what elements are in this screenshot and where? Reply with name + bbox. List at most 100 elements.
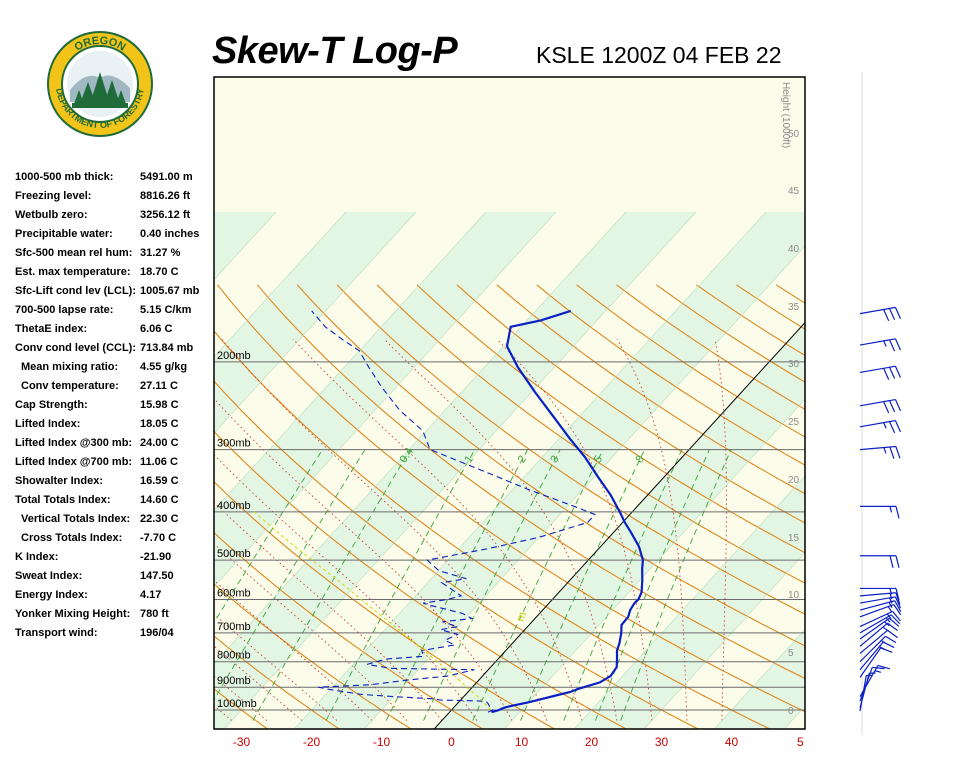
index-row: Total Totals Index: 14.60 C <box>15 491 210 510</box>
wind-barb <box>859 365 902 380</box>
index-value: 5.15 C/km <box>140 304 192 316</box>
wind-barb <box>859 672 876 708</box>
index-value: 3256.12 ft <box>140 209 191 221</box>
x-tick-label: 0 <box>448 735 455 749</box>
temperature-band <box>574 476 805 729</box>
index-row: Precipitable water: 0.40 inches <box>15 225 210 244</box>
isotherm <box>643 552 805 729</box>
index-row: Lifted Index: 18.05 C <box>15 415 210 434</box>
pressure-label: 700mb <box>217 621 251 633</box>
wind-barb <box>859 666 885 702</box>
x-tick-label: -10 <box>373 735 391 749</box>
dry-adiabat <box>216 284 805 713</box>
x-tick-label: 30 <box>655 735 669 749</box>
wind-barb <box>859 419 902 434</box>
wind-barb <box>859 398 902 414</box>
mixing-ratio-label: 5 <box>592 453 605 465</box>
isotherm <box>293 211 767 729</box>
index-row: Yonker Mixing Height: 780 ft <box>15 605 210 624</box>
temperature-band <box>294 212 805 729</box>
wind-barb <box>859 674 873 712</box>
wind-barb <box>859 592 901 605</box>
temperature-band <box>434 322 805 729</box>
index-row: Lifted Index @300 mb: 24.00 C <box>15 434 210 453</box>
mixing-ratio-label: 1 <box>462 453 475 465</box>
height-tick-label: 25 <box>788 417 800 428</box>
wind-barb <box>859 306 902 322</box>
index-value: 15.98 C <box>140 399 179 411</box>
index-row: Est. max temperature: 18.70 C <box>15 263 210 282</box>
wind-barb <box>859 338 902 352</box>
dry-adiabat <box>616 284 805 411</box>
dry-adiabat <box>496 284 805 495</box>
temperature-band <box>214 212 696 729</box>
index-row: Conv temperature: 27.11 C <box>15 377 210 396</box>
logo-top-text: OREGON <box>73 35 128 54</box>
index-value: 24.00 C <box>140 437 179 449</box>
pressure-label: 600mb <box>217 588 251 600</box>
index-row: Cap Strength: 15.98 C <box>15 396 210 415</box>
wind-barb <box>859 596 902 609</box>
index-row: Freezing level: 8816.26 ft <box>15 187 210 206</box>
moist-adiabat <box>496 338 653 721</box>
index-value: 6.06 C <box>140 323 173 335</box>
wind-barb <box>859 614 901 634</box>
index-value: 1005.67 mb <box>140 285 200 297</box>
index-value: 31.27 % <box>140 247 181 259</box>
index-value: 4.17 <box>140 589 162 601</box>
index-label: Vertical Totals Index: <box>21 513 131 525</box>
index-value: 18.05 C <box>140 418 179 430</box>
dewpoint-line <box>311 310 596 713</box>
mixing-ratio-line <box>214 449 366 701</box>
wind-barb <box>859 603 902 618</box>
mixing-ratio-label: 2 <box>516 453 529 465</box>
dry-adiabat <box>695 284 805 357</box>
dry-adiabat <box>214 330 772 729</box>
index-label: 700-500 lapse rate: <box>15 304 114 316</box>
temperature-band <box>836 212 960 749</box>
wind-barb <box>860 505 900 519</box>
index-label: Cap Strength: <box>15 399 88 411</box>
index-label: Energy Index: <box>15 589 88 601</box>
station-time-label: KSLE 1200Z 04 FEB 22 <box>536 42 782 68</box>
index-row: Conv cond level (CCL): 713.84 mb <box>15 339 210 358</box>
index-row: Lifted Index @700 mb: 11.06 C <box>15 453 210 472</box>
mixing-ratio-line <box>385 449 528 721</box>
index-label: ThetaE index: <box>15 323 88 335</box>
pressure-label: 200mb <box>217 350 251 362</box>
dry-adiabat <box>656 284 805 383</box>
dry-adiabat <box>336 284 805 615</box>
height-tick-label: 5 <box>788 648 794 659</box>
wind-barb <box>859 617 900 640</box>
oregon-forestry-logo: OREGON DEPARTMENT OF FORESTRY <box>47 31 153 137</box>
moist-adiabat <box>383 338 618 721</box>
pressure-label: 900mb <box>217 675 251 687</box>
wind-barb <box>859 641 895 671</box>
dry-adiabat <box>536 284 805 466</box>
index-value: 8816.26 ft <box>140 190 191 202</box>
index-value: 22.30 C <box>140 513 179 525</box>
pressure-label: 300mb <box>217 438 251 450</box>
mixing-ratio-label: 3 <box>548 453 561 465</box>
x-tick-label: 20 <box>585 735 599 749</box>
wind-barb <box>860 555 900 568</box>
index-label: Conv temperature: <box>21 380 119 392</box>
index-label: Sweat Index: <box>15 570 83 582</box>
index-row: Sweat Index: 147.50 <box>15 567 210 586</box>
isotherm <box>223 211 697 729</box>
x-tick-label: -30 <box>233 735 251 749</box>
x-tick-label: -20 <box>303 735 321 749</box>
dry-adiabat <box>416 284 805 554</box>
index-value: 11.06 C <box>140 456 178 468</box>
isotherm <box>214 211 627 664</box>
index-label: Freezing level: <box>15 190 92 202</box>
mixing-ratio-label: 0.4 <box>398 446 417 465</box>
height-axis-title: Height (1000ft) <box>780 82 791 148</box>
index-row: Transport wind: 196/04 <box>15 624 210 643</box>
moist-adiabat <box>221 338 548 721</box>
pressure-label: 800mb <box>217 650 251 662</box>
height-tick-label: 30 <box>788 359 800 370</box>
index-label: Est. max temperature: <box>15 266 131 278</box>
index-label: Mean mixing ratio: <box>21 361 119 373</box>
index-label: Sfc-Lift cond lev (LCL): <box>15 285 136 297</box>
